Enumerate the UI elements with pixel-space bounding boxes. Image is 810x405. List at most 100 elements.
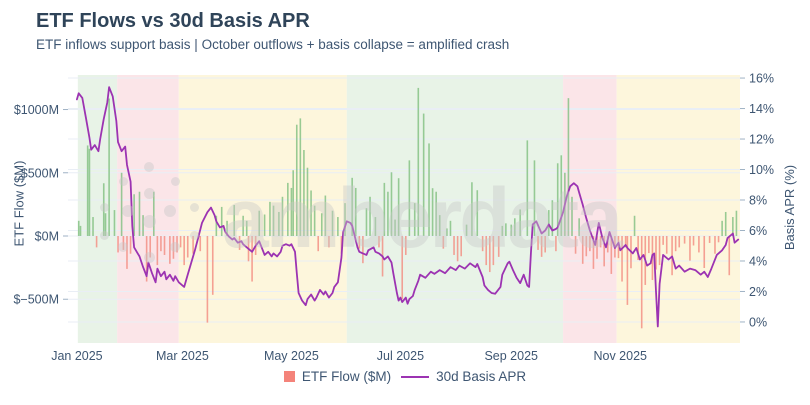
etf-inflow-bar	[369, 196, 371, 237]
etf-outflow-bar	[186, 236, 189, 258]
x-axis-tick-label: May 2025	[264, 349, 319, 363]
etf-outflow-bar	[637, 236, 639, 261]
left-axis-tick-label: $−500M	[13, 293, 59, 307]
etf-inflow-bar	[413, 203, 416, 237]
etf-outflow-bar	[665, 236, 668, 254]
etf-inflow-bar	[519, 209, 521, 237]
right-axis-tick-label: 6%	[749, 224, 767, 238]
etf-inflow-bar	[556, 163, 559, 237]
regime-band	[178, 75, 347, 343]
right-axis-tick-label: 16%	[749, 72, 774, 86]
etf-outflow-bar	[581, 236, 584, 264]
etf-outflow-bar	[708, 236, 711, 243]
etf-outflow-bar	[156, 236, 159, 266]
etf-inflow-bar	[92, 217, 94, 237]
etf-inflow-bar	[281, 196, 284, 237]
etf-inflow-bar	[724, 211, 727, 237]
etf-inflow-bar	[633, 215, 636, 237]
etf-inflow-bar	[337, 217, 339, 237]
etf-inflow-bar	[446, 228, 448, 237]
etf-outflow-bar	[456, 236, 459, 262]
etf-outflow-bar	[621, 236, 623, 282]
etf-inflow-bar	[258, 210, 261, 237]
etf-outflow-bar	[606, 236, 609, 253]
etf-outflow-bar	[689, 236, 691, 261]
etf-inflow-bar	[438, 215, 441, 237]
etf-inflow-bar	[510, 224, 513, 237]
etf-inflow-bar	[514, 218, 516, 237]
regime-band	[346, 75, 564, 343]
etf-inflow-bar	[303, 149, 305, 237]
etf-outflow-bar	[192, 236, 194, 254]
etf-inflow-bar	[394, 219, 396, 237]
etf-inflow-bar	[505, 223, 507, 237]
etf-inflow-bar	[465, 224, 468, 237]
etf-outflow-bar	[728, 236, 731, 276]
etf-outflow-bar	[717, 236, 720, 243]
etf-outflow-bar	[589, 236, 591, 252]
etf-inflow-bar	[408, 160, 411, 237]
etf-inflow-bar	[417, 87, 420, 237]
etf-inflow-bar	[471, 182, 473, 237]
etf-inflow-bar	[233, 205, 236, 237]
etf-inflow-bar	[215, 215, 218, 237]
etf-inflow-bar	[476, 190, 479, 237]
etf-outflow-bar	[172, 236, 175, 259]
right-axis-tick-label: 0%	[749, 315, 767, 329]
etf-outflow-bar	[145, 236, 148, 282]
etf-outflow-bar	[378, 236, 380, 248]
etf-inflow-bar	[387, 191, 389, 237]
right-axis-tick-label: 4%	[749, 254, 767, 268]
legend-item-basis-apr: 30d Basis APR	[401, 369, 526, 384]
etf-inflow-bar	[310, 190, 312, 237]
etf-outflow-bar	[199, 236, 202, 252]
right-axis-tick-label: 8%	[749, 194, 767, 208]
etf-outflow-bar	[163, 236, 166, 255]
right-axis-tick-label: 14%	[749, 102, 774, 116]
etf-inflow-bar	[331, 210, 334, 237]
etf-outflow-bar	[537, 236, 539, 250]
etf-outflow-bar	[160, 236, 162, 252]
etf-outflow-bar	[442, 236, 445, 249]
etf-inflow-bar	[299, 118, 302, 237]
right-axis-tick-label: 12%	[749, 133, 774, 147]
etf-outflow-bar	[692, 236, 695, 246]
etf-inflow-bar	[551, 200, 554, 237]
etf-outflow-bar	[149, 236, 152, 258]
etf-inflow-bar	[721, 220, 723, 237]
etf-inflow-bar	[138, 191, 141, 237]
legend-label-etf-flow: ETF Flow ($M)	[301, 369, 392, 384]
etf-outflow-bar	[497, 236, 500, 257]
etf-inflow-bar	[245, 220, 248, 237]
etf-inflow-bar	[533, 160, 536, 237]
etf-inflow-bar	[77, 220, 80, 237]
etf-outflow-bar	[129, 236, 132, 254]
etf-inflow-bar	[735, 210, 738, 237]
etf-outflow-bar	[122, 236, 125, 250]
regime-band	[616, 75, 740, 343]
left-axis-tick-label: $1000M	[14, 103, 59, 117]
etf-inflow-bar	[102, 183, 105, 237]
etf-inflow-bar	[431, 188, 434, 237]
etf-outflow-bar	[251, 236, 253, 282]
etf-inflow-bar	[547, 210, 550, 237]
etf-inflow-bar	[320, 213, 323, 237]
x-axis-tick-label: Nov 2025	[593, 349, 647, 363]
etf-inflow-bar	[571, 196, 573, 237]
legend-label-basis-apr: 30d Basis APR	[436, 369, 527, 384]
etf-inflow-bar	[313, 205, 316, 237]
etf-outflow-bar	[358, 236, 361, 249]
chart-legend: ETF Flow ($M) 30d Basis APR	[0, 369, 810, 384]
etf-outflow-bar	[126, 236, 128, 269]
etf-outflow-bar	[317, 236, 320, 252]
etf-outflow-bar	[574, 236, 577, 254]
etf-inflow-bar	[449, 220, 452, 237]
etf-outflow-bar	[169, 236, 171, 264]
etf-outflow-bar	[401, 236, 404, 300]
etf-inflow-bar	[354, 187, 357, 237]
etf-inflow-bar	[390, 172, 393, 237]
bar-swatch-icon	[283, 371, 295, 382]
etf-inflow-bar	[242, 215, 244, 237]
etf-outflow-bar	[626, 236, 629, 305]
etf-inflow-bar	[324, 195, 327, 237]
